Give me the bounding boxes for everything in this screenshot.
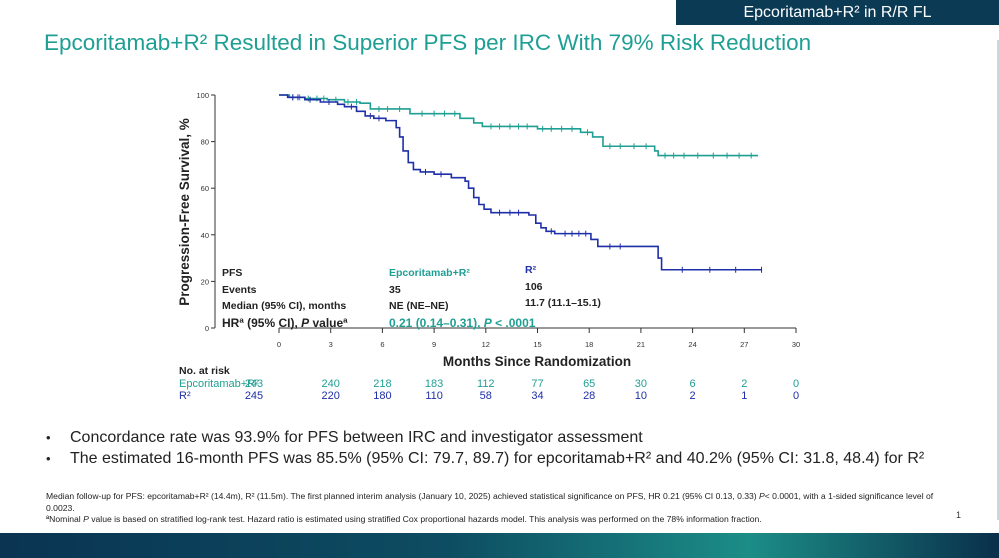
at-risk-value: 2 xyxy=(741,378,747,390)
x-tick-label: 24 xyxy=(688,340,696,349)
hr-label: HRª (95% CI), P valueª xyxy=(222,316,348,330)
hr-value: 0.21 (0.14–0.31), P < .0001 xyxy=(389,316,536,330)
at-risk-value: 218 xyxy=(373,378,391,390)
bullet-dot: • xyxy=(46,430,51,445)
stats-row-label: Median (95% CI), months xyxy=(222,300,346,312)
bullet-item: • The estimated 16-month PFS was 85.5% (… xyxy=(46,448,924,469)
at-risk-title: No. at risk xyxy=(179,365,230,377)
y-tick-label: 0 xyxy=(205,324,209,333)
at-risk-value: 34 xyxy=(531,390,543,402)
x-tick-label: 21 xyxy=(637,340,645,349)
at-risk-value: 30 xyxy=(635,378,647,390)
stats-row-epcor: NE (NE–NE) xyxy=(389,300,449,312)
y-axis: 0 20 40 60 80 100 xyxy=(196,91,216,333)
x-tick-label: 15 xyxy=(533,340,541,349)
at-risk-value: 110 xyxy=(425,390,443,402)
km-series-line xyxy=(279,94,759,157)
at-risk-value: 180 xyxy=(373,390,391,402)
bullet-dot: • xyxy=(46,451,51,466)
stats-table: PFS Epcoritamab+R² R² Events 35 106 Medi… xyxy=(222,264,601,330)
stats-row-r2: 106 xyxy=(525,281,543,293)
at-risk-value: 10 xyxy=(635,390,647,402)
right-divider xyxy=(997,40,999,520)
at-risk-value: 28 xyxy=(583,390,595,402)
at-risk-value: 77 xyxy=(531,378,543,390)
x-axis-label: Months Since Randomization xyxy=(443,354,631,369)
bullet-text: The estimated 16-month PFS was 85.5% (95… xyxy=(70,450,925,467)
stats-row-label: Events xyxy=(222,284,257,296)
at-risk-value: 183 xyxy=(425,378,443,390)
y-tick-label: 60 xyxy=(201,184,209,193)
x-axis: 0 3 6 9 12 15 18 21 24 27 30 xyxy=(277,327,800,349)
km-series-line xyxy=(279,94,762,271)
page-number: 1 xyxy=(956,510,962,520)
at-risk-value: 58 xyxy=(480,390,492,402)
at-risk-table: No. at risk Epcoritamab+R² R² 243 240 218 1… xyxy=(179,365,799,402)
stats-header-label: PFS xyxy=(222,267,242,279)
y-tick-label: 80 xyxy=(201,138,209,147)
stats-row-epcor: 35 xyxy=(389,284,401,296)
at-risk-value: 240 xyxy=(322,378,340,390)
at-risk-value: 1 xyxy=(741,390,747,402)
bullet-text: Concordance rate was 93.9% for PFS betwe… xyxy=(70,429,643,446)
x-tick-label: 18 xyxy=(585,340,593,349)
footer-band xyxy=(0,533,999,558)
y-axis-label: Progression-Free Survival, % xyxy=(177,118,192,306)
x-tick-label: 30 xyxy=(792,340,800,349)
x-tick-label: 12 xyxy=(482,340,490,349)
at-risk-value: 65 xyxy=(583,378,595,390)
slide-tag: Epcoritamab+R² in R/R FL xyxy=(676,0,999,25)
y-tick-label: 100 xyxy=(196,91,209,100)
stats-col-r2: R² xyxy=(525,264,537,276)
bullet-list: • Concordance rate was 93.9% for PFS bet… xyxy=(46,427,924,469)
x-tick-label: 0 xyxy=(277,340,281,349)
slide-title: Epcoritamab+R² Resulted in Superior PFS … xyxy=(44,30,812,55)
at-risk-label-r2: R² xyxy=(179,390,191,402)
x-tick-label: 9 xyxy=(432,340,436,349)
at-risk-label-epcor: Epcoritamab+R² xyxy=(179,378,259,390)
stats-row-r2: 11.7 (11.1–15.1) xyxy=(525,297,601,309)
y-tick-label: 20 xyxy=(201,277,209,286)
at-risk-value: 0 xyxy=(793,390,799,402)
at-risk-value: 243 xyxy=(245,378,263,390)
at-risk-value: 2 xyxy=(690,390,696,402)
x-tick-label: 3 xyxy=(329,340,333,349)
footnote-followup: Median follow-up for PFS: epcoritamab+R²… xyxy=(46,491,934,513)
at-risk-value: 0 xyxy=(793,378,799,390)
at-risk-value: 6 xyxy=(690,378,696,390)
y-tick-label: 40 xyxy=(201,231,209,240)
stats-col-epcor: Epcoritamab+R² xyxy=(389,267,470,279)
footnotes: Median follow-up for PFS: epcoritamab+R²… xyxy=(46,491,946,526)
x-tick-label: 27 xyxy=(740,340,748,349)
bullet-item: • Concordance rate was 93.9% for PFS bet… xyxy=(46,427,924,448)
footnote-pvalue: ªNominal P value is based on stratified … xyxy=(46,514,762,524)
x-tick-label: 6 xyxy=(380,340,384,349)
at-risk-value: 245 xyxy=(245,390,263,402)
at-risk-value: 112 xyxy=(477,378,495,390)
at-risk-value: 220 xyxy=(322,390,340,402)
